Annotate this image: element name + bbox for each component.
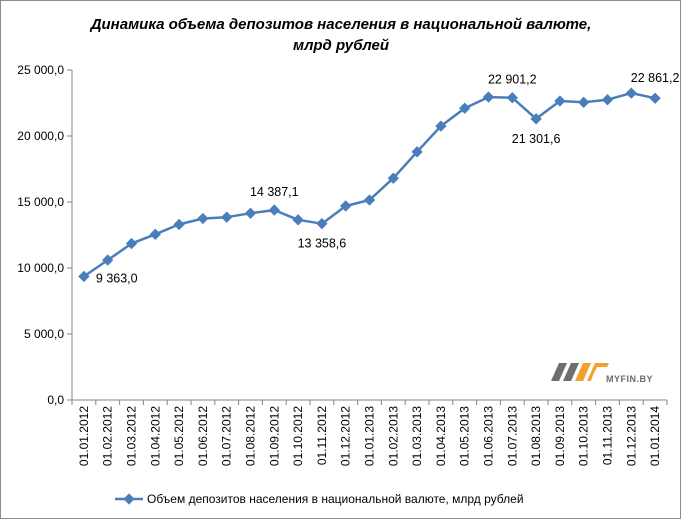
x-tick-label: 01.11.2012 xyxy=(315,406,329,465)
x-tick-label: 01.12.2013 xyxy=(624,406,638,466)
x-tick-label: 01.06.2013 xyxy=(482,406,496,466)
data-label: 14 387,1 xyxy=(250,185,299,199)
logo-shape-orange-2 xyxy=(587,363,609,381)
x-axis-ticks: 01.01.2012 01.02.2012 01.03.2012 01.04.2012… xyxy=(71,400,668,466)
logo-shape-orange-1 xyxy=(575,363,591,381)
x-tick-label: 01.09.2012 xyxy=(267,406,281,466)
y-axis-ticks: 0,0 5 000,0 10 000,0 15 000,0 20 000,0 25 000… xyxy=(17,63,72,407)
x-tick-label: 01.01.2012 xyxy=(77,406,91,466)
data-point-marker xyxy=(482,91,495,103)
series-line-group xyxy=(78,87,661,283)
x-tick-label: 01.07.2012 xyxy=(220,406,234,466)
data-point-marker xyxy=(578,96,590,108)
legend-label: Объем депозитов населения в национальной… xyxy=(147,492,524,506)
y-tick-label: 25 000,0 xyxy=(17,63,64,77)
x-tick-label: 01.04.2013 xyxy=(434,406,448,466)
data-point-marker xyxy=(173,218,185,231)
x-tick-label: 01.07.2013 xyxy=(505,406,519,466)
x-tick-label: 01.09.2013 xyxy=(553,406,567,466)
y-tick-label: 10 000,0 xyxy=(17,261,64,275)
x-tick-label: 01.10.2012 xyxy=(291,406,305,466)
data-point-marker xyxy=(197,212,209,225)
x-tick-label: 01.10.2013 xyxy=(577,406,591,466)
data-point-marker xyxy=(411,146,423,158)
x-tick-label: 01.05.2013 xyxy=(458,406,472,466)
x-tick-label: 01.08.2013 xyxy=(529,406,543,466)
x-tick-label: 01.04.2012 xyxy=(148,406,162,466)
data-label: 13 358,6 xyxy=(298,237,347,251)
data-label: 21 301,6 xyxy=(512,132,561,146)
legend: Объем депозитов населения в национальной… xyxy=(115,492,524,506)
y-tick-label: 20 000,0 xyxy=(17,129,64,143)
x-tick-label: 01.02.2013 xyxy=(386,406,400,466)
data-point-marker xyxy=(625,87,637,99)
chart-title-line-1: Динамика объема депозитов населения в на… xyxy=(89,16,592,33)
x-tick-label: 01.08.2012 xyxy=(244,406,258,466)
y-tick-label: 5 000,0 xyxy=(24,327,64,341)
data-labels: 9 363,0 14 387,1 13 358,6 22 901,2 21 301,6 2… xyxy=(96,71,680,285)
data-point-marker xyxy=(268,204,280,216)
data-label: 22 901,2 xyxy=(488,73,537,87)
x-tick-label: 01.12.2012 xyxy=(339,406,353,466)
x-tick-label: 01.03.2012 xyxy=(125,406,139,466)
y-tick-label: 15 000,0 xyxy=(17,195,64,209)
data-point-marker xyxy=(601,94,614,106)
x-tick-label: 01.05.2012 xyxy=(172,406,186,466)
legend-marker xyxy=(123,493,135,505)
data-label: 22 861,2 xyxy=(631,71,680,85)
data-point-marker xyxy=(149,228,161,240)
data-point-marker xyxy=(649,92,661,104)
x-tick-label: 01.01.2014 xyxy=(648,406,662,466)
data-point-marker xyxy=(387,172,399,184)
x-tick-label: 01.01.2013 xyxy=(363,406,377,466)
x-tick-label: 01.03.2013 xyxy=(410,406,424,466)
data-point-marker xyxy=(340,200,352,212)
logo-shape-gray-2 xyxy=(563,363,579,381)
data-point-marker xyxy=(221,211,233,223)
x-tick-label: 01.02.2012 xyxy=(101,406,115,466)
logo-text: MYFIN.BY xyxy=(606,374,653,384)
data-label: 9 363,0 xyxy=(96,271,138,285)
data-point-marker xyxy=(316,218,328,230)
data-point-marker xyxy=(292,214,304,226)
data-point-marker xyxy=(363,194,376,206)
logo-shape-gray-1 xyxy=(551,363,567,381)
series-line xyxy=(83,91,656,278)
x-tick-label: 01.06.2012 xyxy=(196,406,210,466)
myfin-logo: MYFIN.BY xyxy=(551,363,653,384)
data-point-marker xyxy=(244,207,257,219)
chart-title-line-2: млрд рублей xyxy=(293,37,389,54)
x-tick-label: 01.11.2013 xyxy=(601,406,615,465)
y-tick-label: 0,0 xyxy=(47,393,64,407)
axes xyxy=(71,70,667,401)
